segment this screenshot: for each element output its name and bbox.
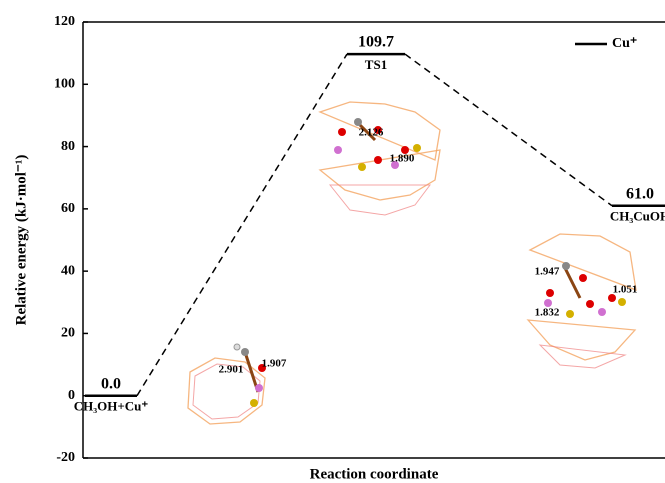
legend-label: Cu⁺ [612, 36, 637, 51]
bond-length: 1.907 [262, 358, 287, 370]
value-label: 0.0 [101, 375, 121, 392]
bond-length: 2.901 [219, 364, 244, 376]
value-label: 61.0 [626, 185, 654, 202]
bond-length: 1.947 [535, 266, 560, 278]
y-tick-label: 80 [61, 139, 75, 154]
y-tick-label: 100 [54, 77, 75, 92]
y-tick-label: 60 [61, 201, 75, 216]
structure-inset [170, 337, 285, 433]
y-tick-label: 40 [61, 263, 75, 278]
structure-inset [308, 98, 448, 218]
category-label: CH₃CuOH [610, 209, 665, 224]
x-axis-label: Reaction coordinate [310, 466, 439, 482]
bond-length: 1.832 [535, 307, 560, 319]
bond-length: 2.126 [359, 127, 384, 139]
y-tick-label: -20 [56, 450, 75, 465]
structure-inset [520, 228, 640, 370]
bond-length: 1.890 [390, 153, 415, 165]
y-axis-label: Relative energy (kJ·mol⁻¹) [13, 155, 29, 326]
y-tick-label: 20 [61, 326, 75, 341]
category-label: TS1 [365, 57, 387, 72]
chart: Reaction coordinate Relative energy (kJ·… [0, 0, 665, 483]
value-label: 109.7 [358, 34, 394, 51]
category-label: CH₃OH+Cu⁺ [74, 399, 149, 414]
y-tick-label: 120 [54, 14, 75, 29]
bond-length: 1.051 [613, 284, 638, 296]
